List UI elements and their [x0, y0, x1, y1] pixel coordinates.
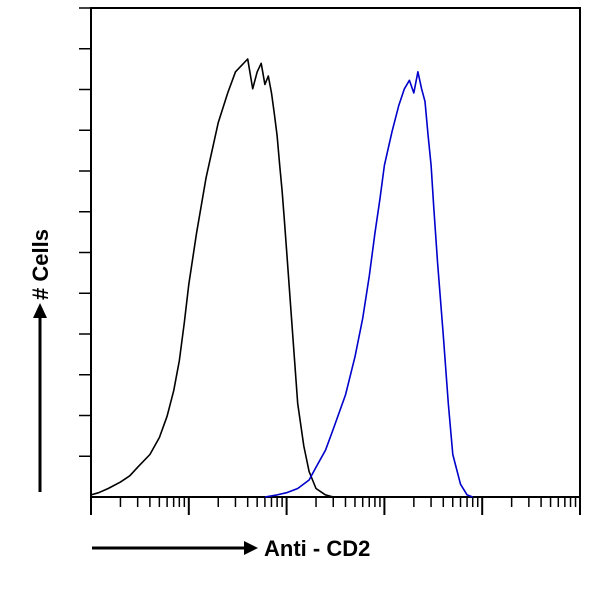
x-axis-label: Anti - CD2 [264, 536, 370, 561]
y-axis-label: # Cells [28, 229, 53, 300]
y-axis-arrowhead [33, 303, 47, 318]
series-line-2 [264, 71, 473, 498]
x-axis-arrowhead [244, 541, 258, 555]
series-line-1 [90, 58, 355, 498]
